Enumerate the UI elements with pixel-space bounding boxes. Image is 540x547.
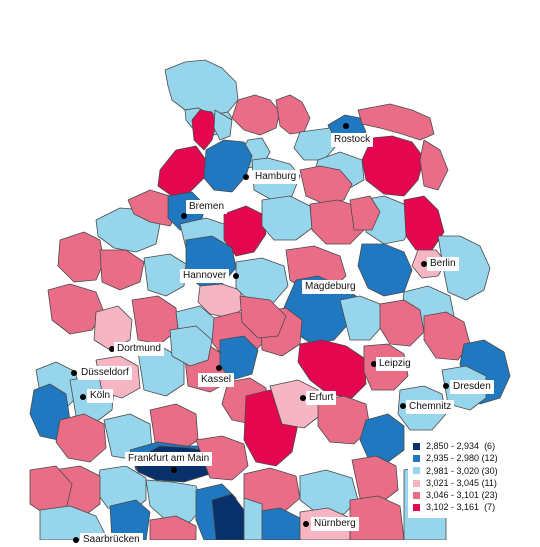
district-region [39,505,109,540]
district-region [191,109,217,151]
duesseldorf-label: Düsseldorf [78,366,132,380]
rostock-marker [343,123,349,129]
district-region [93,305,133,351]
saarbruecken-label: Saarbrücken [80,533,143,547]
legend-swatch [413,491,420,499]
district-region [239,295,287,339]
koeln-marker [80,394,86,400]
district-region [99,249,145,291]
chemnitz-marker [400,403,406,409]
leipzig-marker [371,361,377,367]
district-region [299,469,359,515]
hamburg-marker [243,174,249,180]
legend-item: 3,021 - 3,045 (11) [408,477,518,489]
district-region [169,325,213,367]
legend-count: (30) [481,465,498,476]
berlin-label: Berlin [427,257,459,271]
hamburg-label: Hamburg [252,170,300,184]
legend-range: 2,935 - 2,980 [426,453,480,464]
district-region [351,455,399,503]
district-region [164,59,239,116]
legend-count: (7) [484,502,496,513]
dortmund-label: Dortmund [114,342,164,356]
legend-range: 3,021 - 3,045 [426,477,480,488]
dortmund-marker [109,346,115,352]
district-region [349,195,381,231]
legend-swatch [413,479,420,487]
district-region [275,94,311,135]
frankfurt-label: Frankfurt am Main [125,452,213,466]
map-legend: 2,850 - 2,934 (6) 2,935 - 2,980 (12) 2,9… [408,440,518,518]
bremen-label: Bremen [186,200,228,214]
legend-swatch [413,442,420,450]
duesseldorf-marker [71,370,77,376]
district-region [143,253,187,297]
rostock-label: Rostock [331,133,374,147]
erfurt-marker [300,395,306,401]
district-region [403,195,445,251]
district-region [149,515,197,540]
magdeburg-label: Magdeburg [302,280,359,294]
district-region [203,139,253,193]
saarbruecken-marker [73,537,79,543]
kassel-marker [216,365,222,371]
kassel-label: Kassel [198,373,235,387]
bremen-marker [181,213,187,219]
district-region [357,103,435,141]
district-region [231,94,281,136]
district-region [419,139,449,191]
koeln-label: Köln [87,389,114,403]
legend-swatch [413,467,420,475]
district-region [437,235,491,301]
legend-range: 3,046 - 3,101 [426,490,480,501]
district-region [299,165,353,205]
leipzig-label: Leipzig [376,357,414,371]
dresden-label: Dresden [450,380,494,394]
legend-count: (12) [481,453,498,464]
district-region [261,195,313,241]
legend-count: (6) [484,441,496,451]
district-region [357,243,413,297]
district-region [349,495,405,540]
district-region [243,497,263,540]
district-region [195,435,249,481]
hannover-marker [233,273,239,279]
district-region [297,339,367,399]
hannover-label: Hannover [180,269,230,283]
legend-item: 2,981 - 3,020 (30) [408,465,518,477]
district-region [157,145,207,197]
legend-item: 3,102 - 3,161 (7) [408,501,518,513]
district-region [379,299,425,347]
erfurt-label: Erfurt [306,391,337,405]
legend-count: (23) [481,490,498,501]
legend-item: 3,046 - 3,101 (23) [408,489,518,501]
berlin-marker [421,261,427,267]
district-region [137,347,185,397]
district-region [235,257,289,303]
nuernberg-label: Nürnberg [311,517,359,531]
legend-swatch [413,504,420,512]
frankfurt-marker [171,467,177,473]
district-region [211,493,249,540]
dresden-marker [443,383,449,389]
legend-item: 2,935 - 2,980 (12) [408,452,518,464]
legend-range: 2,981 - 3,020 [426,465,480,476]
district-region [339,295,385,341]
chemnitz-label: Chemnitz [406,400,455,414]
district-region [145,479,205,523]
legend-range: 3,102 - 3,161 [426,502,480,513]
legend-item: 2,850 - 2,934 (6) [408,440,518,452]
legend-swatch [413,454,420,462]
legend-range: 2,850 - 2,934 [426,441,480,451]
district-region [57,231,105,283]
district-region [359,413,405,463]
district-region [223,205,267,257]
district-region [213,109,233,141]
legend-count: (11) [481,477,497,488]
nuernberg-marker [303,521,309,527]
district-region [55,413,107,463]
district-region [361,135,425,197]
district-region [293,127,337,161]
